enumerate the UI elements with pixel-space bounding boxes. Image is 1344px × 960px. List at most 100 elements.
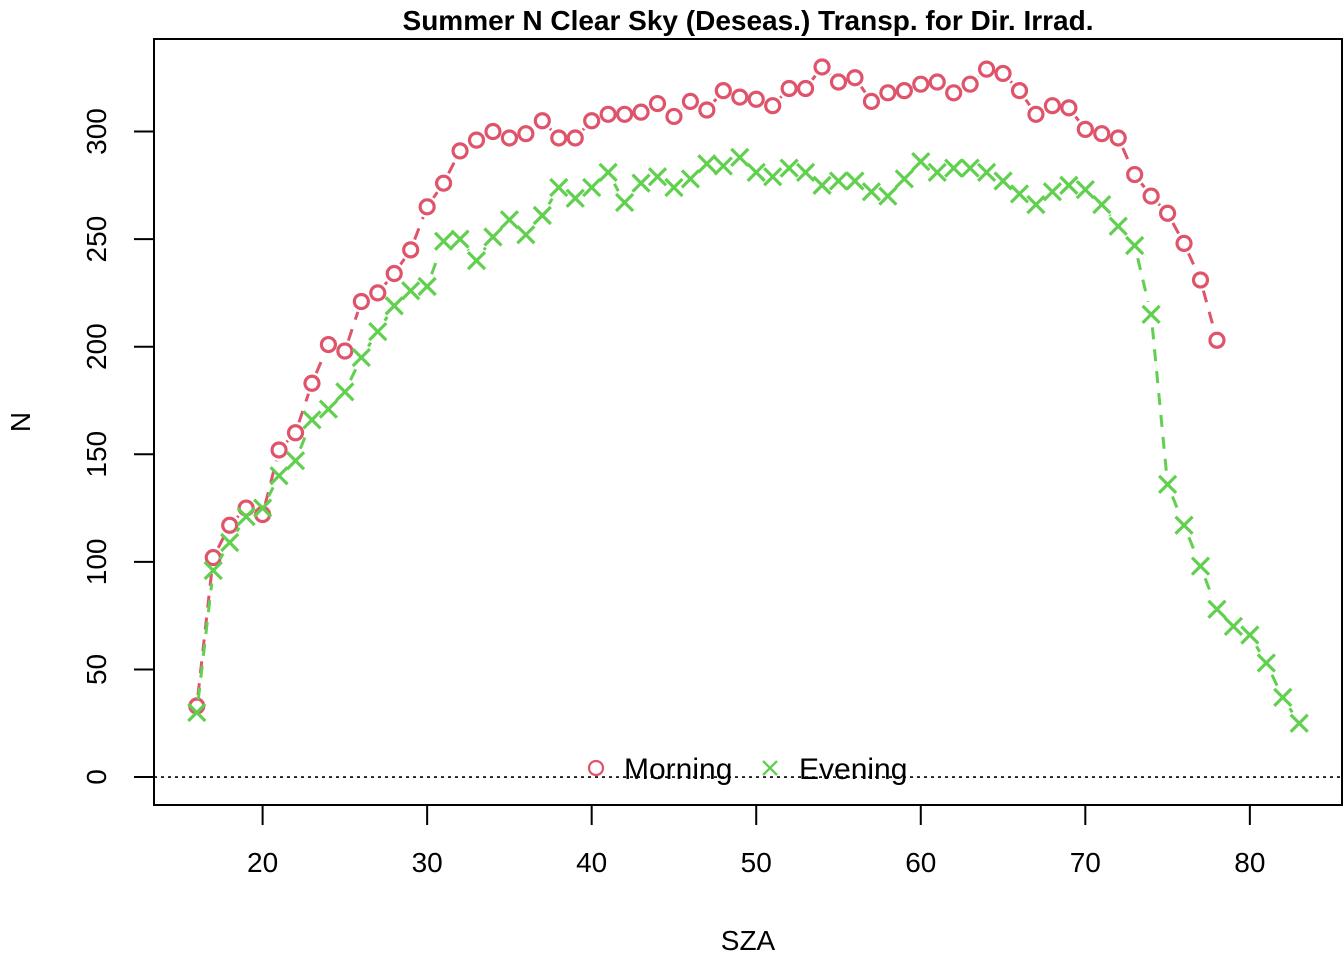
data-point <box>417 276 437 297</box>
series-segment <box>432 191 439 199</box>
series-segment <box>1288 707 1294 714</box>
series-segment <box>314 354 326 374</box>
y-tick-label: 300 <box>81 108 112 155</box>
data-point <box>861 182 882 202</box>
data-point <box>418 198 436 216</box>
series-segment <box>196 583 214 700</box>
series-segment <box>1150 327 1168 472</box>
data-point <box>764 97 782 115</box>
data-point <box>731 88 749 106</box>
data-point <box>582 177 602 198</box>
data-point <box>335 382 355 402</box>
data-point <box>1142 187 1160 205</box>
data-point <box>993 171 1013 191</box>
series-segment <box>235 526 241 533</box>
data-point <box>352 292 370 311</box>
data-point <box>220 532 240 553</box>
data-point <box>369 284 387 302</box>
data-point <box>1158 204 1177 222</box>
data-point <box>384 296 404 316</box>
data-point <box>961 75 979 93</box>
series-segment <box>1187 252 1198 271</box>
data-point <box>270 441 288 459</box>
data-point <box>927 162 947 183</box>
y-axis: 0 50 100 150 200 250 300 <box>81 108 155 785</box>
data-point <box>615 105 634 123</box>
y-tick-label: 0 <box>81 769 112 785</box>
data-point <box>960 158 980 178</box>
data-point <box>895 82 913 100</box>
series-segment <box>297 393 310 423</box>
data-point <box>1026 195 1046 215</box>
series-segment <box>1140 182 1146 189</box>
series-segment <box>1270 674 1279 687</box>
data-point <box>1223 616 1244 637</box>
data-point <box>467 131 486 149</box>
series-segment <box>430 252 441 275</box>
x-tick-label: 60 <box>905 847 936 878</box>
data-point <box>368 321 388 342</box>
series-segment <box>383 315 389 322</box>
data-point <box>846 69 864 87</box>
data-point <box>204 548 222 567</box>
series-segment <box>399 258 406 266</box>
data-point <box>434 174 453 192</box>
data-point <box>1093 125 1111 143</box>
data-point <box>583 112 601 130</box>
data-point <box>319 335 338 354</box>
data-point <box>976 162 997 183</box>
data-point <box>698 101 716 119</box>
series-segment <box>482 246 487 251</box>
series-segment <box>1201 290 1216 331</box>
data-point <box>828 171 849 191</box>
data-point <box>269 466 289 486</box>
data-point <box>1109 129 1127 147</box>
data-point <box>483 227 503 247</box>
legend-morning-label: Morning <box>624 753 732 786</box>
data-point <box>1076 120 1094 138</box>
data-point <box>499 210 520 230</box>
data-point <box>187 702 207 723</box>
x-axis: 20 30 40 50 60 70 80 <box>247 804 1265 878</box>
series-segment <box>1203 577 1214 598</box>
data-point <box>614 192 635 213</box>
data-point <box>713 156 733 176</box>
data-point <box>351 347 371 368</box>
data-point <box>286 424 305 442</box>
series-segment <box>413 216 425 241</box>
data-point <box>466 250 487 271</box>
data-point <box>747 90 765 108</box>
data-point <box>1125 235 1145 256</box>
data-point <box>1174 515 1194 535</box>
data-point <box>566 129 584 147</box>
data-point <box>894 169 914 189</box>
x-tick-label: 80 <box>1234 847 1265 878</box>
series-segment <box>383 280 389 286</box>
x-axis-label: SZA <box>721 925 776 956</box>
data-point <box>680 169 701 189</box>
series-segment <box>218 552 225 561</box>
data-point <box>911 152 931 172</box>
x-tick-label: 30 <box>412 847 443 878</box>
data-point <box>285 451 306 471</box>
series-segment <box>1121 147 1132 166</box>
data-point <box>302 410 322 430</box>
data-point <box>252 498 273 518</box>
data-point <box>549 177 569 198</box>
data-point <box>812 175 832 195</box>
data-point <box>730 147 750 167</box>
series-evening <box>187 147 1309 733</box>
data-point <box>1042 182 1063 202</box>
plot-frame <box>153 38 1343 806</box>
data-point <box>878 186 898 206</box>
y-tick-label: 100 <box>81 539 112 586</box>
series-segment <box>1187 536 1198 555</box>
data-point <box>862 92 881 110</box>
data-point <box>598 162 618 183</box>
data-point <box>484 122 502 141</box>
data-point <box>401 281 421 301</box>
data-point <box>845 171 865 191</box>
data-point <box>829 73 848 91</box>
data-point <box>516 225 536 245</box>
data-point <box>433 231 454 251</box>
